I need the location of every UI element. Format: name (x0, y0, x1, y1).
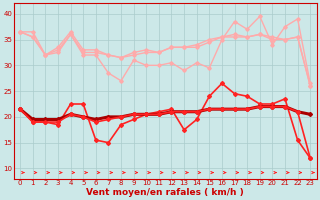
X-axis label: Vent moyen/en rafales ( km/h ): Vent moyen/en rafales ( km/h ) (86, 188, 244, 197)
